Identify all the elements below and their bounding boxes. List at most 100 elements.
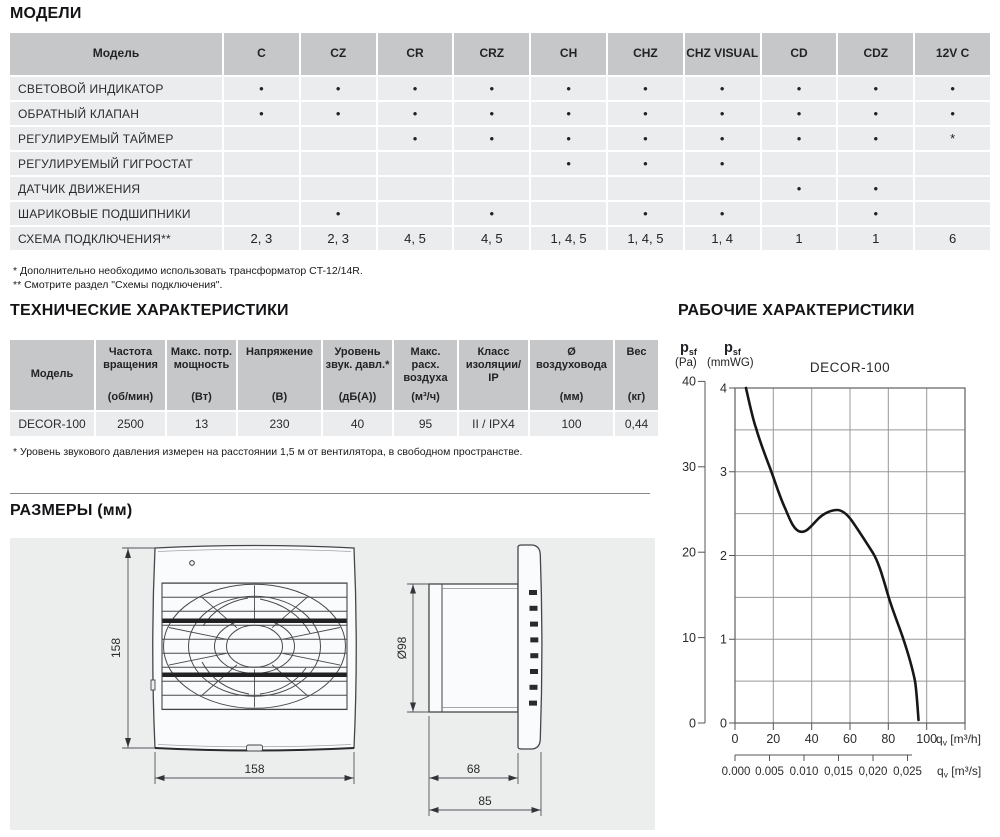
- models-cell: [300, 127, 376, 150]
- dimensions-drawing: 158 158: [10, 538, 655, 830]
- models-cell: •: [608, 127, 683, 150]
- models-cell: 2, 3: [300, 227, 376, 250]
- dim-duct-diameter: Ø98: [395, 636, 409, 659]
- models-cell: •: [531, 152, 606, 175]
- models-col-header: CHZ VISUAL: [684, 33, 760, 75]
- svg-text:3: 3: [720, 465, 727, 479]
- svg-text:10: 10: [682, 631, 696, 645]
- tech-value: II / IPX4: [459, 412, 528, 436]
- models-cell: 2, 3: [224, 227, 299, 250]
- tech-col-header: Вес (кг): [615, 340, 658, 410]
- tech-value: 230: [238, 412, 321, 436]
- tech-col-header: Класс изоляции/ IP: [459, 340, 528, 410]
- section-divider: [10, 493, 650, 494]
- models-cell: •: [684, 202, 760, 225]
- models-col-header: CDZ: [838, 33, 914, 75]
- models-cell: •: [531, 102, 606, 125]
- models-cell: [377, 152, 453, 175]
- models-cell: [684, 177, 760, 200]
- fan-technical-drawing: 158 158: [109, 544, 543, 816]
- models-cell: 4, 5: [377, 227, 453, 250]
- x-axis-unit-m3s: qv [m³/s]: [937, 764, 981, 780]
- models-row-label: ОБРАТНЫЙ КЛАПАН: [10, 102, 222, 125]
- models-cell: •: [838, 102, 914, 125]
- models-col-header: CH: [531, 33, 606, 75]
- models-cell: •: [608, 102, 683, 125]
- models-cell: [224, 177, 299, 200]
- panel-bottom-tab: [246, 744, 263, 752]
- models-cell: [224, 127, 299, 150]
- models-cell: [915, 152, 990, 175]
- dim-front-height: 158: [109, 638, 123, 658]
- chart-title: DECOR-100: [810, 360, 890, 375]
- models-cell: [838, 152, 914, 175]
- models-cell: •: [838, 127, 914, 150]
- models-cell: [915, 177, 990, 200]
- models-cell: •: [761, 77, 837, 100]
- models-cell: •: [224, 77, 299, 100]
- models-section-title: МОДЕЛИ: [10, 5, 82, 22]
- footnote-transformer: * Дополнительно необходимо использовать …: [13, 265, 363, 277]
- svg-text:60: 60: [843, 732, 857, 746]
- tech-col-header: Напряжение (В): [238, 340, 321, 410]
- models-cell: •: [761, 102, 837, 125]
- svg-text:2: 2: [720, 549, 727, 563]
- models-cell: •: [300, 77, 376, 100]
- tech-col-header: Уровень звук. давл.* (дБ(А)): [323, 340, 392, 410]
- models-cell: [300, 177, 376, 200]
- models-cell: •: [300, 102, 376, 125]
- svg-text:40: 40: [805, 732, 819, 746]
- models-cell: •: [608, 77, 683, 100]
- side-louver-slots: [529, 590, 539, 706]
- models-footnotes: * Дополнительно необходимо использовать …: [13, 264, 363, 292]
- models-cell: [761, 152, 837, 175]
- front-dimension-arrows: [125, 548, 354, 781]
- indicator-hole: [189, 560, 195, 566]
- y1-axis-caption: psf: [680, 340, 698, 357]
- models-cell: •: [300, 202, 376, 225]
- svg-text:40: 40: [682, 375, 696, 389]
- models-cell: [224, 202, 299, 225]
- y2-axis-unit: (mmWG): [707, 357, 754, 369]
- svg-text:0: 0: [689, 716, 696, 730]
- svg-text:0,025: 0,025: [893, 766, 922, 778]
- tech-col-header: Ø воздуховода (мм): [530, 340, 613, 410]
- models-cell: 6: [915, 227, 990, 250]
- models-cell: 1, 4, 5: [531, 227, 606, 250]
- models-row-label: СВЕТОВОЙ ИНДИКАТОР: [10, 77, 222, 100]
- fan-curve: [744, 386, 920, 722]
- models-cell: •: [838, 77, 914, 100]
- mmwg-tick-labels: 4 3 2 1 0: [720, 381, 727, 730]
- fan-front-panel: [152, 544, 357, 752]
- models-cell: •: [684, 127, 760, 150]
- models-cell: •: [454, 102, 530, 125]
- models-cell: 1, 4, 5: [608, 227, 683, 250]
- dim-front-width: 158: [244, 762, 264, 776]
- models-cell: •: [761, 127, 837, 150]
- models-cell: •: [684, 102, 760, 125]
- models-table: Модель C CZ CR CRZ CH CHZ CHZ VISUAL CD …: [10, 33, 990, 250]
- performance-section-title: РАБОЧИЕ ХАРАКТЕРИСТИКИ: [678, 302, 915, 319]
- models-cell: •: [454, 127, 530, 150]
- dim-duct-length: 68: [467, 762, 481, 776]
- tech-value: 95: [394, 412, 457, 436]
- performance-chart: psf (Pa) psf (mmWG) DECOR-100 40 30 20 1…: [660, 328, 1000, 813]
- panel-side-clip: [150, 679, 156, 691]
- models-cell: 4, 5: [454, 227, 530, 250]
- fan-duct-spigot: [428, 583, 519, 713]
- models-cell: [915, 202, 990, 225]
- svg-text:30: 30: [682, 460, 696, 474]
- mmwg-ticks: [729, 387, 735, 724]
- grille-frame: [161, 582, 348, 711]
- models-cell: •: [377, 77, 453, 100]
- front-dimension-lines: [122, 547, 355, 784]
- svg-text:0: 0: [720, 716, 727, 730]
- svg-text:0.000: 0.000: [722, 766, 751, 778]
- models-cell: •: [608, 202, 683, 225]
- models-cell: •: [761, 177, 837, 200]
- side-dimension-arrows: [410, 584, 541, 813]
- tech-value: 13: [167, 412, 236, 436]
- tech-col-header: Макс. потр. мощность (Вт): [167, 340, 236, 410]
- x-tick-labels: 0 20 40 60 80 100: [732, 732, 938, 746]
- x2-axis: [734, 754, 912, 761]
